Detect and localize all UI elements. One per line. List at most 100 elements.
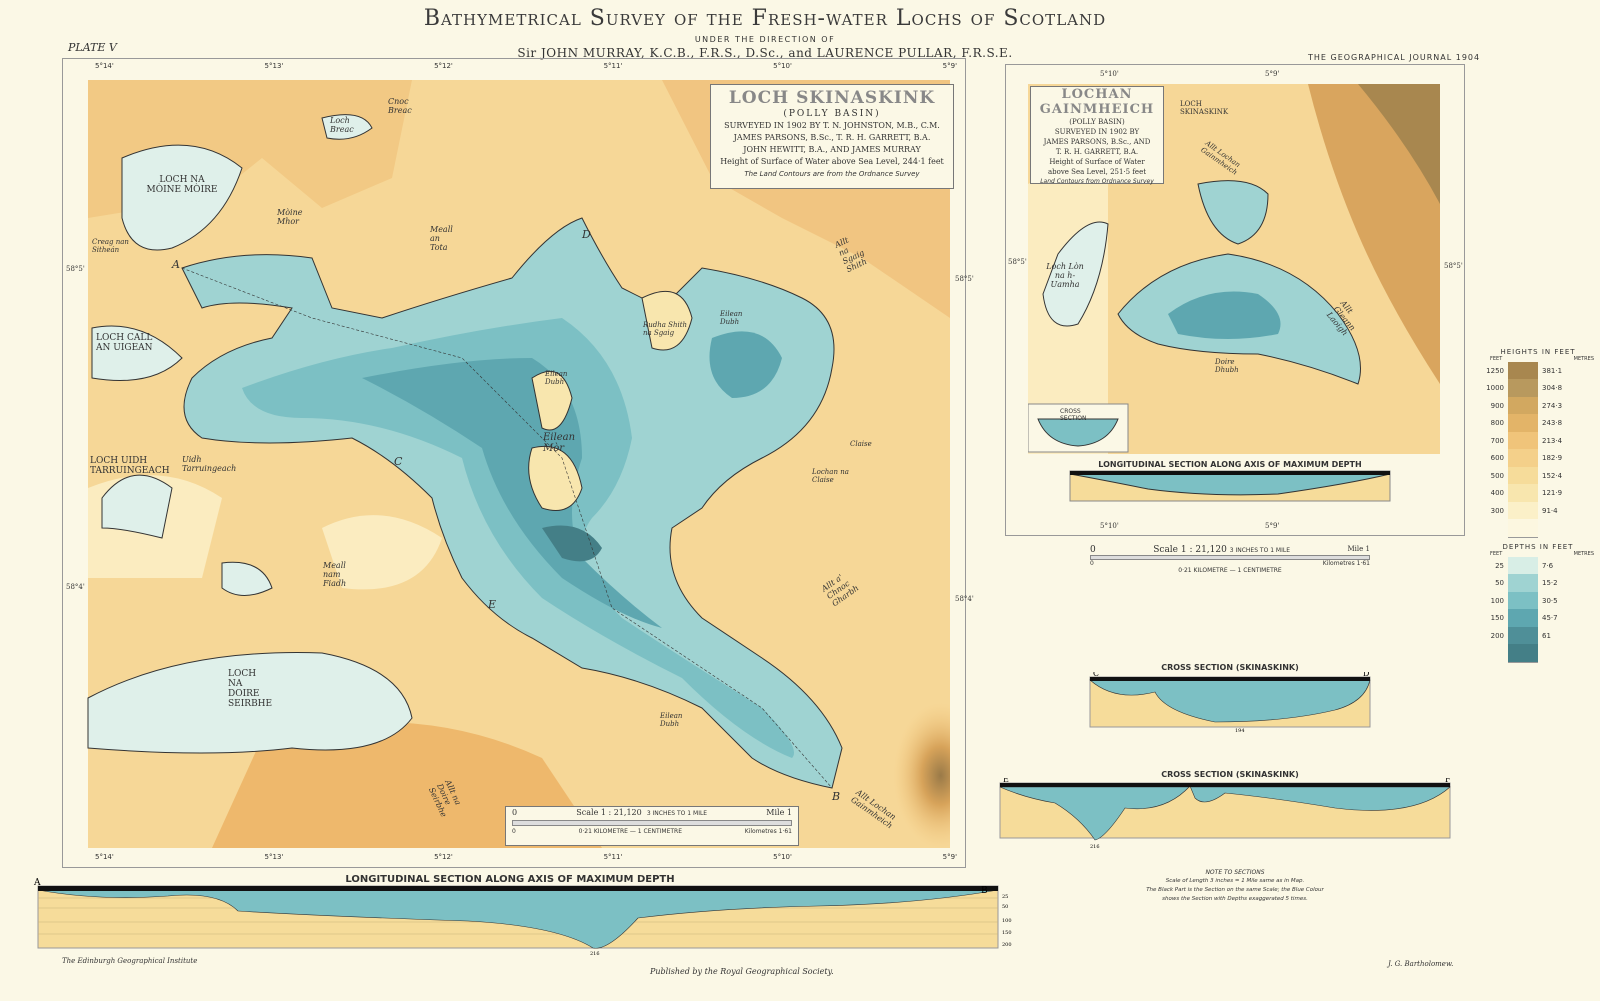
- depth-tick-labels: 25 50 100 150 200: [1002, 894, 1012, 948]
- contour-note: The Land Contours are from the Ordnance …: [744, 170, 920, 178]
- section-black: [38, 886, 998, 891]
- land-contour-high: [1308, 84, 1440, 384]
- cross-section-cd: C D 194: [1089, 672, 1371, 734]
- longitude-label: 5°14': [95, 853, 114, 861]
- max-depth-label: 194: [1235, 728, 1245, 734]
- legend-row: 100 30·5: [1478, 591, 1598, 610]
- depth-tick: 100: [1002, 918, 1012, 924]
- legend-metres: 45·7: [1542, 614, 1558, 623]
- inset-cross-section-profile: [1037, 418, 1119, 447]
- legend-metres: 243·8: [1542, 419, 1563, 428]
- legend-swatch: [1508, 361, 1538, 380]
- legend-row: 50 15·2: [1478, 574, 1598, 593]
- legend-metres: 381·1: [1542, 366, 1563, 375]
- legend-row: [1478, 519, 1598, 538]
- cross-section-ef: E F 216: [999, 778, 1451, 850]
- survey-line: above Sea Level, 251·5 feet: [1047, 168, 1147, 176]
- section-point-a: A: [172, 258, 180, 271]
- section-point-e: E: [488, 598, 497, 611]
- longitude-label: 5°10': [1100, 70, 1119, 78]
- eilean-dubh-island: [531, 370, 573, 431]
- plate-number: PLATE V: [68, 41, 117, 54]
- scale-ratio: Scale 1 : 21,120: [1153, 545, 1227, 555]
- notes-line: The Black Part is the Section on the sam…: [1146, 887, 1324, 893]
- longitude-label: 5°9': [942, 853, 957, 861]
- scale-km-end: Kilometres 1·61: [1322, 560, 1370, 567]
- small-loch: [1197, 180, 1269, 245]
- legend-swatch: [1508, 466, 1538, 485]
- legend-swatch: [1508, 519, 1538, 538]
- depth-200-plus: [542, 525, 602, 562]
- legend-row: 600 182·9: [1478, 449, 1598, 468]
- legend-swatch: [1508, 431, 1538, 450]
- longitude-label: 5°11': [603, 853, 623, 861]
- legend-feet: 200: [1490, 631, 1504, 640]
- longitude-label: 5°11': [603, 62, 623, 70]
- max-depth-label: 216: [1090, 844, 1100, 850]
- place-name: Eilean Mòr: [543, 432, 576, 454]
- place-name: Eilean Dubh: [545, 370, 568, 386]
- survey-line: SURVEYED IN 1902 BY: [1054, 128, 1140, 136]
- section-profile: [1089, 679, 1371, 723]
- inset-title-line2: GAINMHEICH: [1039, 102, 1155, 117]
- section-point-a: A: [33, 878, 41, 888]
- longitude-label: 5°13': [264, 853, 284, 861]
- legend-metres: 91·4: [1542, 506, 1558, 515]
- main-scale-bar: 0 Scale 1 : 21,120 3 INCHES TO 1 MILE Mile…: [505, 806, 799, 846]
- place-name: Rudha Shith na Sgaig: [643, 321, 688, 337]
- main-map: [87, 80, 950, 848]
- longitude-label: 5°12': [434, 853, 453, 861]
- loch-na-doire-seirbhe: [87, 652, 413, 754]
- rudha-shith-peninsula: [641, 290, 693, 351]
- survey-line: SURVEYED IN 1902 BY T. N. JOHNSTON, M.B.…: [724, 121, 940, 130]
- legend-metres: 61: [1542, 631, 1551, 640]
- map-subtitle: (POLLY BASIN): [783, 109, 881, 119]
- footer-right: J. G. Bartholomew.: [1388, 960, 1454, 968]
- longitude-label: 5°10': [1100, 522, 1119, 530]
- legend-row: 1250 381·1: [1478, 361, 1598, 380]
- place-name: Doire Dhubh: [1215, 358, 1239, 374]
- heights-legend-rows: 1250 381·1 1000 304·8 900 274·3 800 243·8 700 213…: [1478, 361, 1598, 538]
- cross-section-ef-title: CROSS SECTION (SKINASKINK): [1161, 770, 1299, 779]
- place-name: Mòine Mhor: [277, 208, 303, 226]
- depth-100-150: [362, 358, 662, 628]
- metres-label: METRES: [1573, 356, 1594, 362]
- longitude-ticks-bottom: 5°14' 5°13' 5°12' 5°11' 5°10' 5°9': [95, 853, 957, 861]
- cross-section-cd-title: CROSS SECTION (SKINASKINK): [1161, 663, 1299, 672]
- notes-line: Scale of Length 3 inches = 1 Mile same a…: [1165, 878, 1305, 884]
- legend-metres: 121·9: [1542, 489, 1563, 498]
- scale-ratio: Scale 1 : 21,120: [576, 808, 642, 817]
- authors-text: Sir JOHN MURRAY, K.C.B., F.R.S., D.Sc., …: [517, 46, 1013, 60]
- legend-feet: 100: [1490, 596, 1504, 605]
- longitude-ticks-top: 5°14' 5°13' 5°12' 5°11' 5°10' 5°9': [95, 62, 957, 70]
- latitude-label: 58°5': [955, 275, 974, 283]
- legend-swatch: [1508, 379, 1538, 398]
- inset-title-line1: LOCHAN: [1061, 87, 1133, 102]
- legend-row: 200 61: [1478, 626, 1598, 645]
- inset-subtitle: (POLLY BASIN): [1069, 118, 1125, 126]
- place-name: Cnoc Breac: [388, 97, 412, 115]
- legend-swatch: [1508, 574, 1538, 593]
- place-name: LOCH SKINASKINK: [1180, 100, 1229, 116]
- place-name: LOCH UIDH TARRUINGEACH: [90, 456, 170, 476]
- legend-feet: 150: [1490, 614, 1504, 623]
- plate-title: Bathymetrical Survey of the Fresh-water …: [423, 6, 1107, 31]
- depth-tick: 200: [1002, 942, 1012, 948]
- legend-feet: 600: [1490, 454, 1504, 463]
- inset-longitudinal-title: LONGITUDINAL SECTION ALONG AXIS OF MAXIM…: [1098, 460, 1362, 469]
- depths-legend-title: DEPTHS IN FEET: [1502, 543, 1574, 551]
- max-depth-label: 216: [590, 951, 600, 956]
- latitude-label: 58°4': [66, 583, 85, 591]
- scale-km-zero: 0: [1090, 560, 1094, 567]
- latitude-label: 58°4': [955, 595, 974, 603]
- legend-metres: 30·5: [1542, 596, 1558, 605]
- place-name: LOCH NA DOIRE SEIRBHE: [228, 669, 273, 709]
- survey-line: Height of Surface of Water: [1049, 158, 1145, 166]
- legend-swatch: [1508, 414, 1538, 433]
- legend-feet: 700: [1490, 436, 1504, 445]
- heights-legend-title: HEIGHTS IN FEET: [1500, 348, 1576, 356]
- scale-zero: 0: [1090, 545, 1096, 555]
- small-loch: [221, 561, 273, 596]
- loch-call-an-uigean: [91, 325, 183, 381]
- longitudinal-section: A B 216 25 50 100 150 200: [33, 878, 1012, 956]
